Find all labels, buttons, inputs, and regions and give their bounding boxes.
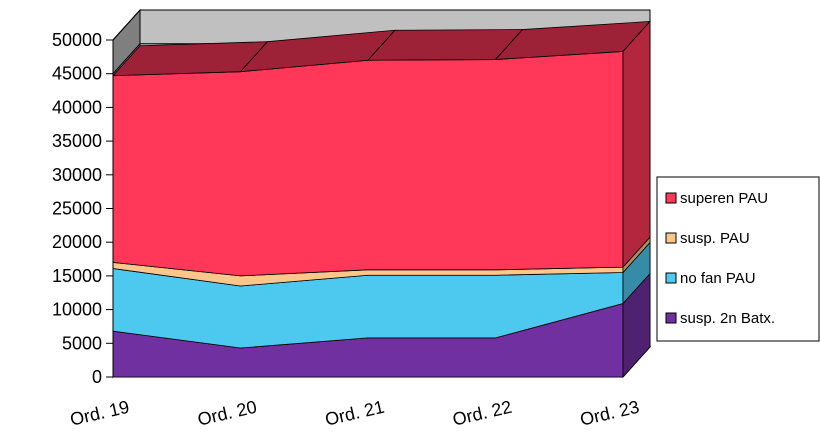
legend-swatch: [665, 312, 677, 324]
y-tick-label: 30000: [52, 165, 102, 185]
legend-entry: superen PAU: [680, 190, 768, 207]
x-category-label: Ord. 21: [323, 397, 386, 430]
y-tick-label: 25000: [52, 199, 102, 219]
legend: superen PAU susp. PAU no fan PAU susp. 2n B…: [656, 176, 820, 342]
legend-box: [656, 176, 820, 342]
gridline: [112, 9, 650, 41]
series-areas: [112, 20, 651, 379]
y-tick-label: 0: [92, 367, 102, 387]
legend-entry: no fan PAU: [680, 270, 756, 287]
x-category-label: Ord. 23: [578, 397, 641, 430]
x-axis: Ord. 19 Ord. 20 Ord. 21 Ord. 22 Ord. 23: [68, 397, 641, 430]
legend-swatch: [665, 192, 677, 204]
legend-entry: susp. PAU: [680, 230, 750, 247]
legend-entry: susp. 2n Batx.: [680, 310, 775, 327]
y-tick-label: 15000: [52, 266, 102, 286]
legend-swatch: [665, 232, 677, 244]
x-category-label: Ord. 20: [196, 397, 259, 430]
x-category-label: Ord. 22: [451, 397, 514, 430]
y-axis: 0 5000 10000 15000 20000 25000 30000 35000 40000…: [52, 30, 114, 387]
area-side: [622, 20, 651, 269]
y-tick-label: 10000: [52, 300, 102, 320]
y-tick-label: 40000: [52, 97, 102, 117]
y-tick-label: 45000: [52, 64, 102, 84]
area-front: [112, 51, 624, 277]
y-tick-label: 20000: [52, 232, 102, 252]
series-superen-pau: [112, 20, 651, 277]
legend-swatch: [665, 272, 677, 284]
x-category-label: Ord. 19: [68, 397, 131, 430]
y-tick-label: 50000: [52, 30, 102, 50]
y-tick-label: 35000: [52, 131, 102, 151]
y-tick-label: 5000: [62, 333, 102, 353]
